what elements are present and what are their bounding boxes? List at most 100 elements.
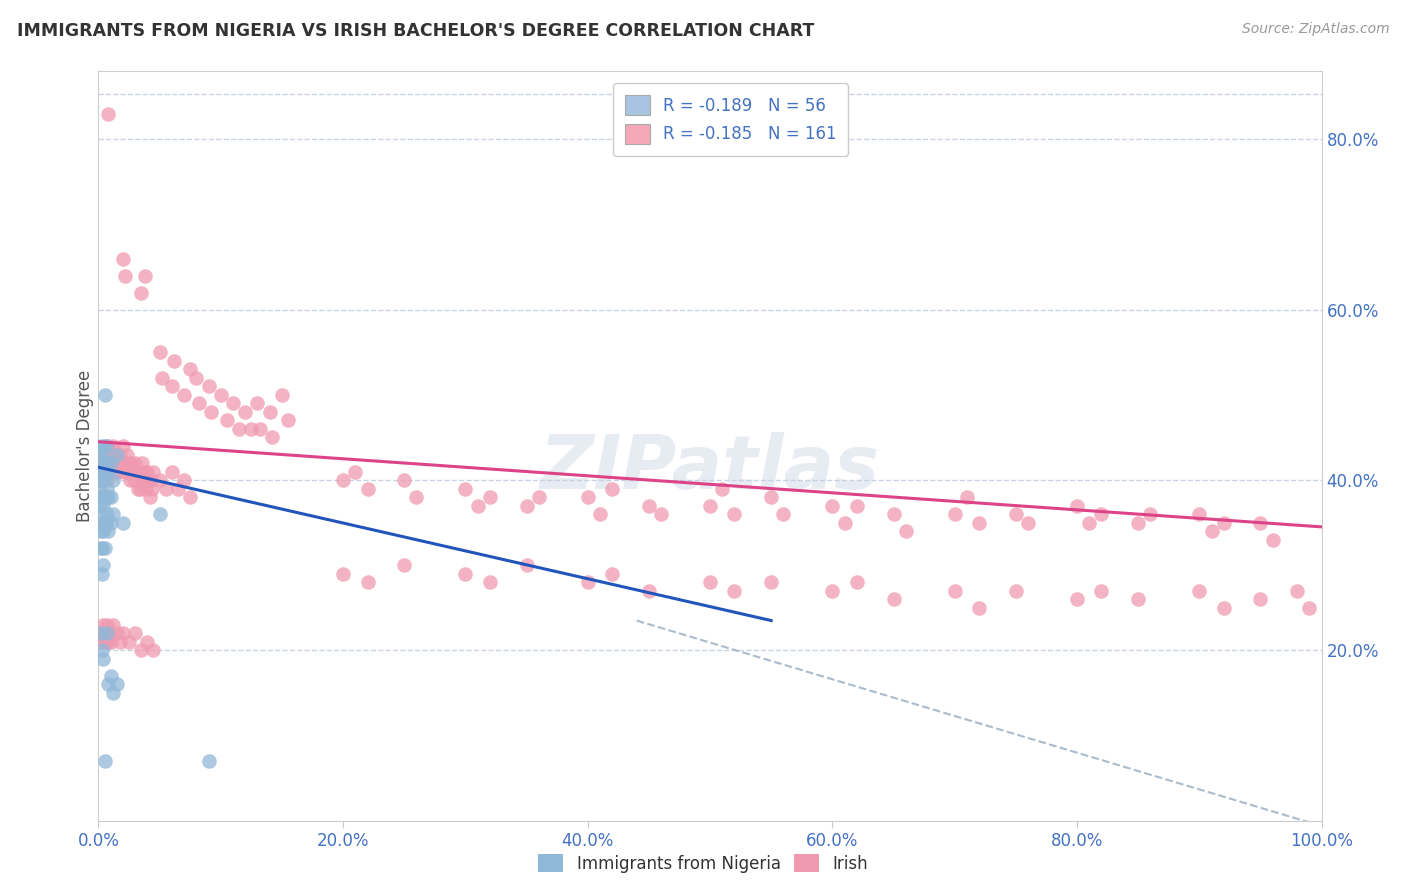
Point — [344, 465, 367, 479]
Point — [91, 566, 114, 581]
Point — [98, 465, 121, 479]
Point — [1298, 600, 1320, 615]
Point — [101, 439, 124, 453]
Point — [93, 439, 115, 453]
Point — [600, 482, 623, 496]
Point — [723, 583, 745, 598]
Point — [129, 473, 152, 487]
Point — [107, 456, 129, 470]
Point — [515, 499, 537, 513]
Point — [142, 465, 165, 479]
Point — [179, 362, 201, 376]
Point — [956, 490, 979, 504]
Point — [100, 456, 122, 470]
Point — [91, 524, 114, 538]
Point — [650, 507, 672, 521]
Point — [222, 396, 245, 410]
Point — [454, 566, 477, 581]
Point — [270, 388, 294, 402]
Point — [91, 499, 114, 513]
Point — [90, 541, 112, 556]
Point — [821, 583, 844, 598]
Point — [101, 507, 124, 521]
Point — [167, 482, 190, 496]
Point — [90, 473, 112, 487]
Point — [111, 456, 134, 470]
Point — [91, 465, 114, 479]
Point — [711, 482, 734, 496]
Point — [114, 268, 136, 283]
Point — [114, 465, 136, 479]
Point — [90, 626, 112, 640]
Point — [1017, 516, 1039, 530]
Point — [124, 456, 146, 470]
Point — [96, 617, 118, 632]
Point — [142, 643, 165, 657]
Point — [104, 465, 127, 479]
Point — [91, 617, 114, 632]
Point — [101, 617, 124, 632]
Point — [1078, 516, 1101, 530]
Point — [576, 490, 599, 504]
Y-axis label: Bachelor's Degree: Bachelor's Degree — [76, 370, 94, 522]
Point — [478, 575, 501, 590]
Point — [94, 456, 117, 470]
Point — [100, 516, 122, 530]
Point — [1066, 499, 1088, 513]
Point — [111, 439, 134, 453]
Point — [1090, 507, 1112, 521]
Point — [101, 686, 124, 700]
Point — [105, 448, 128, 462]
Point — [249, 422, 271, 436]
Point — [90, 473, 112, 487]
Point — [454, 482, 477, 496]
Point — [91, 456, 114, 470]
Point — [845, 575, 868, 590]
Point — [89, 482, 111, 496]
Point — [356, 575, 378, 590]
Point — [125, 465, 148, 479]
Point — [100, 669, 122, 683]
Text: Source: ZipAtlas.com: Source: ZipAtlas.com — [1241, 22, 1389, 37]
Point — [100, 448, 122, 462]
Point — [259, 405, 281, 419]
Point — [589, 507, 612, 521]
Point — [1004, 507, 1026, 521]
Point — [821, 499, 844, 513]
Point — [600, 566, 623, 581]
Point — [94, 516, 117, 530]
Point — [91, 456, 114, 470]
Point — [103, 456, 125, 470]
Point — [139, 490, 162, 504]
Point — [1128, 516, 1150, 530]
Point — [883, 507, 905, 521]
Point — [1201, 524, 1223, 538]
Point — [173, 473, 195, 487]
Point — [89, 448, 111, 462]
Point — [233, 405, 256, 419]
Point — [111, 516, 134, 530]
Point — [97, 465, 120, 479]
Point — [111, 252, 134, 266]
Point — [93, 541, 115, 556]
Point — [967, 516, 990, 530]
Point — [90, 439, 112, 453]
Point — [1212, 516, 1234, 530]
Point — [163, 354, 186, 368]
Point — [173, 388, 195, 402]
Point — [96, 473, 118, 487]
Point — [1090, 583, 1112, 598]
Point — [93, 388, 115, 402]
Point — [97, 524, 120, 538]
Point — [1188, 583, 1211, 598]
Point — [209, 388, 232, 402]
Point — [834, 516, 856, 530]
Point — [637, 499, 661, 513]
Point — [1261, 533, 1284, 547]
Point — [96, 482, 118, 496]
Text: ZIPatlas: ZIPatlas — [540, 432, 880, 505]
Legend: Immigrants from Nigeria, Irish: Immigrants from Nigeria, Irish — [531, 847, 875, 880]
Point — [136, 465, 159, 479]
Point — [515, 558, 537, 573]
Point — [93, 490, 115, 504]
